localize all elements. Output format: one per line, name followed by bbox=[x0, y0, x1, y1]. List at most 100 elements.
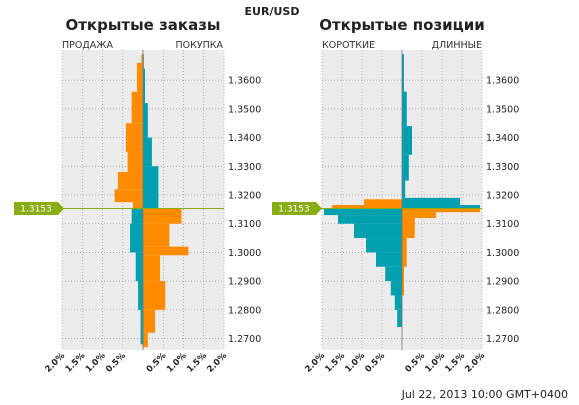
bar-segment bbox=[402, 238, 407, 267]
x-tick-label: 1.5% bbox=[185, 351, 209, 375]
main-title: EUR/USD bbox=[245, 5, 300, 18]
bar-segment bbox=[138, 281, 143, 310]
label-long: ДЛИННЫЕ bbox=[432, 40, 482, 51]
bar-segment bbox=[143, 281, 166, 310]
bar-segment bbox=[385, 266, 402, 282]
x-tick-label: 0.5% bbox=[363, 351, 387, 375]
bar-segment bbox=[402, 197, 460, 206]
bar-segment bbox=[127, 151, 143, 173]
bar-segment bbox=[117, 172, 143, 190]
y-tick-label: 1.3100 bbox=[486, 219, 519, 230]
bar-segment bbox=[143, 223, 170, 247]
bar-segment bbox=[366, 238, 402, 253]
bar-segment bbox=[143, 246, 189, 256]
current-price-label-right: 1.3153 bbox=[272, 201, 322, 215]
y-tick-label: 1.3100 bbox=[228, 219, 261, 230]
y-tick-label: 1.3600 bbox=[228, 76, 261, 87]
bar-segment bbox=[143, 332, 148, 348]
y-tick-label: 1.3000 bbox=[486, 248, 519, 259]
bar-segment bbox=[143, 309, 156, 333]
x-axis-open-positions: 2.0%1.5%1.0%0.5% 0.5%1.0%1.5%2.0% bbox=[303, 351, 487, 375]
x-tick-label: 2.0% bbox=[205, 351, 229, 375]
panel-open-positions: Открытые позиции КОРОТКИЕ ДЛИННЫЕ 1.2700… bbox=[303, 16, 519, 375]
bar-segment bbox=[135, 252, 143, 282]
bar-segment bbox=[402, 154, 409, 181]
bar-segment bbox=[141, 54, 143, 63]
bar-segment bbox=[402, 217, 415, 239]
y-tick-label: 1.3000 bbox=[228, 248, 261, 259]
x-tick-label: 0.5% bbox=[145, 351, 169, 375]
panel-title-open-positions: Открытые позиции bbox=[319, 16, 485, 34]
x-tick-label: 1.5% bbox=[323, 351, 347, 375]
bars-open-orders bbox=[114, 50, 189, 350]
y-tick-label: 1.3300 bbox=[228, 162, 261, 173]
bar-segment bbox=[397, 309, 402, 328]
x-tick-label: 2.0% bbox=[303, 351, 327, 375]
x-axis-open-orders: 2.0%1.5%1.0%0.5% 0.5%1.0%1.5%2.0% bbox=[43, 351, 229, 375]
bar-segment bbox=[132, 202, 143, 209]
bar-segment bbox=[143, 208, 182, 224]
x-tick-label: 1.5% bbox=[64, 351, 88, 375]
bar-segment bbox=[402, 208, 480, 213]
label-short: КОРОТКИЕ bbox=[322, 40, 375, 51]
bar-segment bbox=[402, 266, 404, 296]
bar-segment bbox=[125, 123, 143, 152]
bar-segment bbox=[402, 91, 407, 127]
y-tick-label: 1.2800 bbox=[486, 305, 519, 316]
price-text-left: 1.3153 bbox=[20, 205, 52, 215]
y-tick-label: 1.2700 bbox=[228, 334, 261, 345]
bar-segment bbox=[114, 189, 143, 203]
bar-segment bbox=[136, 62, 143, 92]
y-tick-label: 1.2900 bbox=[486, 277, 519, 288]
bar-segment bbox=[402, 205, 480, 209]
x-tick-label: 2.0% bbox=[43, 351, 67, 375]
x-tick-label: 1.0% bbox=[165, 351, 189, 375]
y-tick-label: 1.3400 bbox=[228, 133, 261, 144]
bar-segment bbox=[364, 199, 402, 206]
y-axis-open-orders: 1.2700 1.2800 1.2900 1.3000 1.3100 1.3200 1.33… bbox=[228, 76, 261, 345]
bar-segment bbox=[332, 205, 402, 209]
y-tick-label: 1.3300 bbox=[486, 162, 519, 173]
bar-segment bbox=[143, 68, 146, 104]
label-sell: ПРОДАЖА bbox=[62, 40, 114, 51]
panel-title-open-orders: Открытые заказы bbox=[65, 16, 220, 34]
timestamp: Jul 22, 2013 10:00 GMT+0400 bbox=[401, 388, 568, 401]
bar-segment bbox=[402, 180, 406, 198]
x-tick-label: 1.0% bbox=[84, 351, 108, 375]
bar-segment bbox=[130, 223, 143, 253]
bar-segment bbox=[143, 137, 152, 167]
current-price-label-left: 1.3153 bbox=[14, 201, 64, 215]
x-tick-label: 2.0% bbox=[463, 351, 487, 375]
y-tick-label: 1.3200 bbox=[486, 190, 519, 201]
bar-segment bbox=[338, 215, 402, 224]
x-tick-label: 1.0% bbox=[423, 351, 447, 375]
bar-segment bbox=[354, 223, 402, 239]
bars-open-positions bbox=[324, 50, 480, 350]
x-tick-label: 0.5% bbox=[403, 351, 427, 375]
bar-segment bbox=[140, 309, 143, 345]
y-tick-label: 1.3500 bbox=[486, 104, 519, 115]
bar-segment bbox=[143, 103, 148, 138]
bar-segment bbox=[131, 91, 143, 124]
x-tick-label: 1.5% bbox=[443, 351, 467, 375]
bar-segment bbox=[402, 54, 404, 92]
x-tick-label: 1.0% bbox=[343, 351, 367, 375]
bar-segment bbox=[402, 126, 412, 155]
price-flag-right bbox=[272, 201, 322, 215]
bar-segment bbox=[402, 212, 436, 218]
price-text-right: 1.3153 bbox=[278, 205, 310, 215]
bar-segment bbox=[390, 281, 402, 296]
y-tick-label: 1.3600 bbox=[486, 76, 519, 87]
y-tick-label: 1.3500 bbox=[228, 104, 261, 115]
y-tick-label: 1.3400 bbox=[486, 133, 519, 144]
y-tick-label: 1.3200 bbox=[228, 190, 261, 201]
y-tick-label: 1.2800 bbox=[228, 305, 261, 316]
price-flag-left bbox=[14, 201, 64, 215]
bar-segment bbox=[131, 208, 143, 224]
label-buy: ПОКУПКА bbox=[175, 40, 223, 51]
bar-segment bbox=[143, 255, 161, 282]
y-tick-label: 1.2900 bbox=[228, 277, 261, 288]
bar-segment bbox=[324, 208, 402, 216]
bar-segment bbox=[394, 295, 402, 310]
